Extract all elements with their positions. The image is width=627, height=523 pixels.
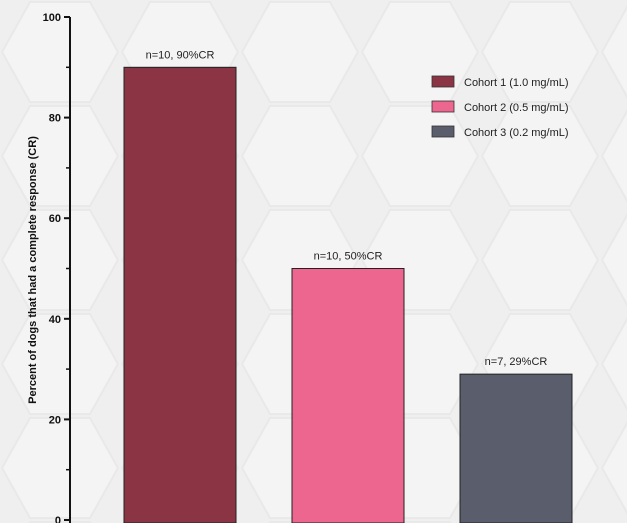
legend-label: Cohort 3 (0.2 mg/mL) [464, 127, 569, 139]
y-tick-label: 100 [43, 12, 61, 24]
bar-1 [123, 66, 237, 523]
bars-group [123, 66, 573, 523]
legend-swatch [431, 125, 455, 138]
bar-data-label: n=10, 90%CR [146, 49, 215, 61]
y-tick-label: 60 [49, 213, 61, 225]
bar-3 [459, 373, 573, 523]
y-tick-label: 80 [49, 113, 61, 125]
bar-data-label: n=7, 29%CR [485, 356, 548, 368]
legend-swatch [431, 100, 455, 113]
bar-2 [291, 268, 405, 523]
legend-label: Cohort 2 (0.5 mg/mL) [464, 102, 569, 114]
legend-label: Cohort 1 (1.0 mg/mL) [464, 77, 569, 89]
y-tick-label: 20 [49, 414, 61, 426]
data-labels-group: n=10, 90%CR n=10, 50%CR n=7, 29%CR [146, 49, 548, 368]
y-tick-label: 0 [55, 515, 61, 523]
legend: Cohort 1 (1.0 mg/mL) Cohort 2 (0.5 mg/mL)… [431, 75, 569, 139]
y-axis: 0 20 40 60 80 100 [43, 12, 71, 523]
legend-swatch [431, 75, 455, 88]
y-tick-label: 40 [49, 314, 61, 326]
bar-data-label: n=10, 50%CR [314, 251, 383, 263]
y-axis-title: Percent of dogs that had a complete resp… [27, 136, 39, 404]
